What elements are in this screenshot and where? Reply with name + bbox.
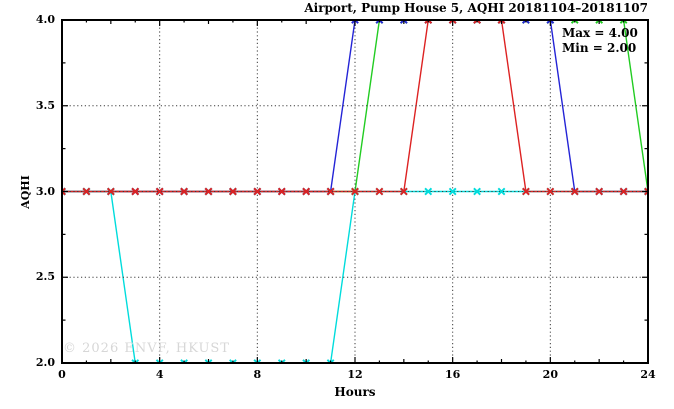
series-red-marker xyxy=(475,20,481,24)
series-cyan-marker xyxy=(302,359,308,363)
series-cyan-marker xyxy=(277,359,284,363)
x-axis-title: Hours xyxy=(334,385,376,399)
series-green-marker xyxy=(573,20,579,24)
series-blue-marker xyxy=(524,20,530,24)
series-red-marker xyxy=(62,190,66,196)
x-tick-label: 24 xyxy=(640,368,656,381)
series-cyan-marker xyxy=(253,359,259,363)
series-cyan-marker xyxy=(204,359,210,363)
series-red-marker xyxy=(426,20,433,24)
series-red-marker xyxy=(500,20,506,24)
series-cyan-marker xyxy=(155,359,162,363)
plot-border xyxy=(61,19,649,364)
min-annotation: Min = 2.00 xyxy=(562,40,637,55)
max-annotation: Max = 4.00 xyxy=(562,26,638,40)
x-tick-label: 8 xyxy=(253,368,262,381)
series-blue-marker xyxy=(548,20,555,24)
watermark: © 2026 ENVF, HKUST xyxy=(63,341,230,356)
x-tick-label: 12 xyxy=(347,368,363,381)
series-red-marker xyxy=(644,187,648,193)
series-blue-marker xyxy=(353,20,359,24)
series-blue-marker xyxy=(402,20,408,24)
series-cyan-marker xyxy=(131,359,137,363)
x-tick-label: 20 xyxy=(542,368,558,381)
y-tick-label: 2.5 xyxy=(35,270,55,284)
y-tick-label: 3.0 xyxy=(35,184,55,198)
stats-annotation: Max = 4.00 Min = 2.00 xyxy=(562,26,638,55)
y-tick-label: 3.5 xyxy=(35,98,55,112)
series-cyan-marker xyxy=(180,359,186,363)
series-cyan-marker xyxy=(326,359,332,363)
y-tick-label: 4.0 xyxy=(35,13,55,26)
series-markers xyxy=(62,20,648,363)
x-tick-label: 0 xyxy=(58,368,66,381)
x-tick-label: 4 xyxy=(155,368,164,381)
y-tick-label: 2.0 xyxy=(35,356,55,369)
series-red-marker xyxy=(451,20,457,24)
series-green-marker xyxy=(622,20,628,24)
series-cyan-marker xyxy=(229,359,235,363)
series-blue-marker xyxy=(378,20,384,24)
chart-title: Airport, Pump House 5, AQHI 20181104–201… xyxy=(304,1,648,15)
series-green-marker xyxy=(597,20,604,24)
x-tick-label: 16 xyxy=(445,368,461,381)
